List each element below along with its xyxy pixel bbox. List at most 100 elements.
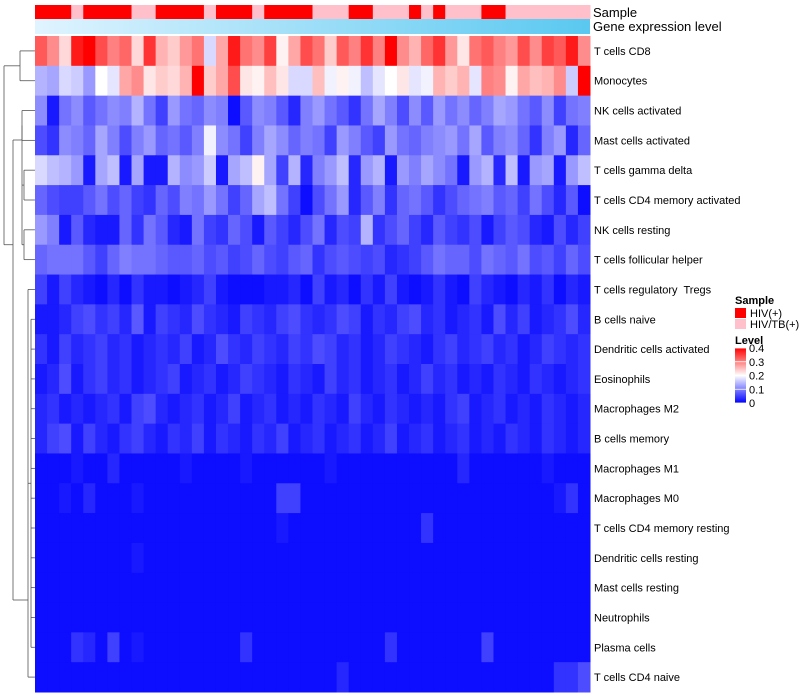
- heatmap-cell: [59, 244, 72, 276]
- heatmap-cell: [131, 513, 145, 544]
- heatmap-cell: [228, 185, 241, 216]
- heatmap-cell: [35, 304, 48, 335]
- sample-annotation-cell: [517, 5, 531, 19]
- heatmap-cell: [167, 244, 181, 276]
- heatmap-cell: [191, 185, 205, 216]
- heatmap-cell: [203, 513, 217, 544]
- heatmap-cell: [360, 304, 374, 335]
- heatmap-cell: [215, 125, 229, 156]
- heatmap-cell: [264, 274, 277, 305]
- heatmap-cell: [348, 214, 362, 246]
- heatmap-cell: [372, 483, 386, 514]
- heatmap-cell: [191, 632, 205, 663]
- heatmap-cell: [83, 304, 96, 335]
- heatmap-cell: [191, 244, 205, 276]
- heatmap-cell: [47, 662, 60, 693]
- heatmap-cell: [433, 572, 446, 604]
- heatmap-cell: [228, 513, 241, 544]
- heatmap-cell: [203, 632, 217, 663]
- heatmap-cell: [179, 662, 193, 693]
- heatmap-cell: [505, 95, 519, 126]
- heatmap-cell: [517, 185, 531, 216]
- heatmap-cell: [372, 423, 386, 454]
- heatmap-cell: [372, 304, 386, 335]
- heatmap-cell: [288, 483, 301, 514]
- heatmap-cell: [336, 125, 350, 156]
- heatmap-cell: [59, 483, 72, 514]
- heatmap-cell: [59, 662, 72, 693]
- heatmap-cell: [179, 125, 193, 156]
- heatmap-cell: [360, 334, 374, 365]
- heatmap-cell: [203, 423, 217, 454]
- heatmap-cell: [396, 513, 410, 544]
- sample-annotation-cell: [372, 5, 386, 19]
- heatmap-cell: [372, 453, 386, 484]
- heatmap-cell: [95, 244, 108, 276]
- row-label: T cells CD4 naive: [594, 672, 680, 684]
- heatmap-cell: [155, 572, 169, 604]
- heatmap-cell: [469, 185, 482, 216]
- heatmap-cell: [59, 334, 72, 365]
- heatmap-cell: [565, 393, 579, 425]
- heatmap-cell: [47, 334, 60, 365]
- heatmap-cell: [240, 95, 253, 126]
- heatmap-cell: [191, 423, 205, 454]
- heatmap-cell: [565, 453, 579, 484]
- heatmap-cell: [228, 632, 241, 663]
- heatmap-cell: [481, 662, 494, 693]
- heatmap-cell: [107, 185, 120, 216]
- heatmap-cell: [300, 572, 313, 604]
- heatmap-cell: [565, 542, 579, 574]
- heatmap-cell: [95, 125, 108, 156]
- heatmap-cell: [505, 244, 519, 276]
- heatmap-cell: [252, 244, 265, 276]
- sample-annotation-cell: [288, 5, 301, 19]
- heatmap-cell: [324, 214, 338, 246]
- heatmap-cell: [35, 662, 48, 693]
- heatmap-cell: [409, 304, 422, 335]
- heatmap-cell: [215, 542, 229, 574]
- heatmap-cell: [372, 602, 386, 633]
- heatmap-cell: [396, 542, 410, 574]
- heatmap-cell: [360, 65, 374, 97]
- heatmap-cell: [119, 572, 133, 604]
- heatmap-cell: [517, 334, 531, 365]
- heatmap-cell: [252, 393, 265, 425]
- heatmap-cell: [264, 304, 277, 335]
- heatmap-cell: [264, 662, 277, 693]
- heatmap-cell: [409, 602, 422, 633]
- heatmap-cell: [167, 483, 181, 514]
- heatmap-cell: [240, 244, 253, 276]
- heatmap-cell: [360, 483, 374, 514]
- heatmap-cell: [240, 214, 253, 246]
- heatmap-cell: [493, 155, 507, 186]
- heatmap-cell: [445, 572, 458, 604]
- heatmap-cell: [107, 65, 120, 97]
- heatmap-cell: [107, 95, 120, 126]
- heatmap-cell: [517, 602, 531, 633]
- heatmap-cell: [372, 214, 386, 246]
- row-label: T cells gamma delta: [594, 165, 693, 177]
- heatmap-cell: [396, 602, 410, 633]
- heatmap-cell: [469, 214, 482, 246]
- heatmap-cell: [71, 423, 84, 454]
- heatmap-cell: [155, 155, 169, 186]
- heatmap-cell: [35, 185, 48, 216]
- heatmap-cell: [252, 513, 265, 544]
- heatmap-cell: [167, 453, 181, 484]
- sample-annotation-cell: [541, 5, 555, 19]
- heatmap-cell: [167, 632, 181, 663]
- heatmap-cell: [457, 483, 470, 514]
- heatmap-cell: [47, 483, 60, 514]
- heatmap-cell: [228, 95, 241, 126]
- heatmap-cell: [384, 483, 398, 514]
- heatmap-cell: [421, 602, 434, 633]
- heatmap-cell: [71, 662, 84, 693]
- heatmap-cell: [481, 274, 494, 305]
- heatmap-cell: [215, 304, 229, 335]
- heatmap-cell: [71, 513, 84, 544]
- heatmap-cell: [553, 125, 567, 156]
- heatmap-cell: [384, 185, 398, 216]
- heatmap-cell: [493, 423, 507, 454]
- heatmap-cell: [143, 155, 157, 186]
